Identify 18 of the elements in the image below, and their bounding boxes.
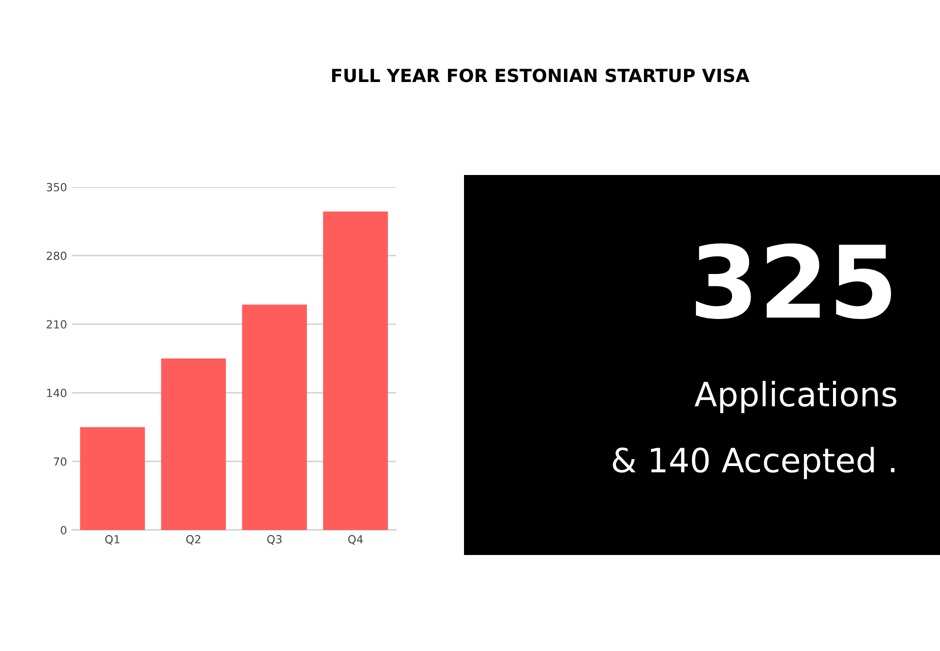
x-tick-label: Q1: [105, 535, 120, 545]
x-tick-label: Q2: [186, 535, 200, 545]
y-tick-label: 210: [46, 320, 66, 329]
text: & 140 Accepted .: [612, 446, 894, 480]
x-tick-label: Q4: [348, 535, 363, 545]
y-tick-label: 70: [54, 457, 66, 466]
bar: [242, 304, 307, 530]
y-tick-label: 0: [60, 526, 66, 534]
text: 325: [696, 243, 892, 320]
x-tick-label: Q3: [267, 535, 282, 545]
bar: [161, 358, 226, 530]
y-tick-label: 140: [47, 388, 66, 398]
y-tick-label: 350: [46, 182, 66, 192]
text: Applications: [694, 380, 896, 414]
y-tick-label: 280: [46, 252, 66, 260]
text: FULL YEAR FOR ESTONIAN STARTUP VISA: [332, 68, 750, 82]
bar: [323, 212, 388, 530]
bar: [80, 427, 145, 530]
